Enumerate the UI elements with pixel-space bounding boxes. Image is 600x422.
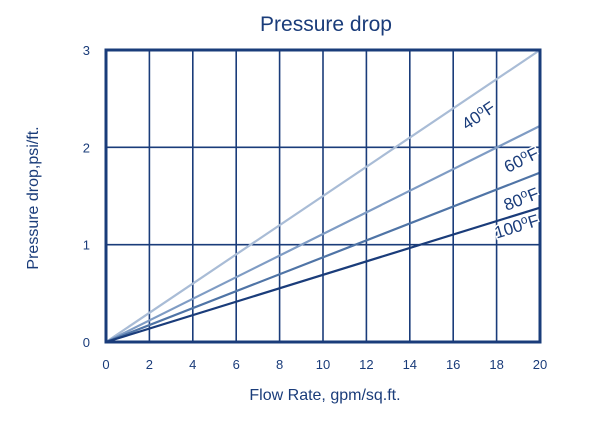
series-lines <box>105 49 541 344</box>
y-tick-labels: 0 1 2 3 <box>83 43 90 350</box>
y-tick-label: 3 <box>83 43 90 58</box>
x-tick-label: 10 <box>316 357 330 372</box>
x-tick-label: 18 <box>489 357 503 372</box>
series-line-40 <box>105 49 541 343</box>
series-line-100 <box>105 206 541 344</box>
x-tick-label: 2 <box>146 357 153 372</box>
x-tick-label: 8 <box>276 357 283 372</box>
x-tick-labels: 0 2 4 6 8 10 12 14 16 18 20 <box>102 357 547 372</box>
x-tick-label: 6 <box>233 357 240 372</box>
y-axis-label: Pressure drop,psi/ft. <box>25 126 42 269</box>
series-line-80 <box>105 171 541 344</box>
x-tick-label: 12 <box>359 357 373 372</box>
y-tick-label: 1 <box>83 238 90 253</box>
y-tick-label: 0 <box>83 335 90 350</box>
x-tick-label: 0 <box>102 357 109 372</box>
x-tick-label: 4 <box>189 357 196 372</box>
plot-frame <box>104 48 542 344</box>
x-axis-label: Flow Rate, gpm/sq.ft. <box>249 387 400 404</box>
y-tick-label: 2 <box>83 140 90 155</box>
x-tick-label: 20 <box>533 357 547 372</box>
x-tick-label: 16 <box>446 357 460 372</box>
x-tick-label: 14 <box>403 357 417 372</box>
chart-title: Pressure drop <box>260 13 392 36</box>
series-line-60 <box>105 124 541 343</box>
